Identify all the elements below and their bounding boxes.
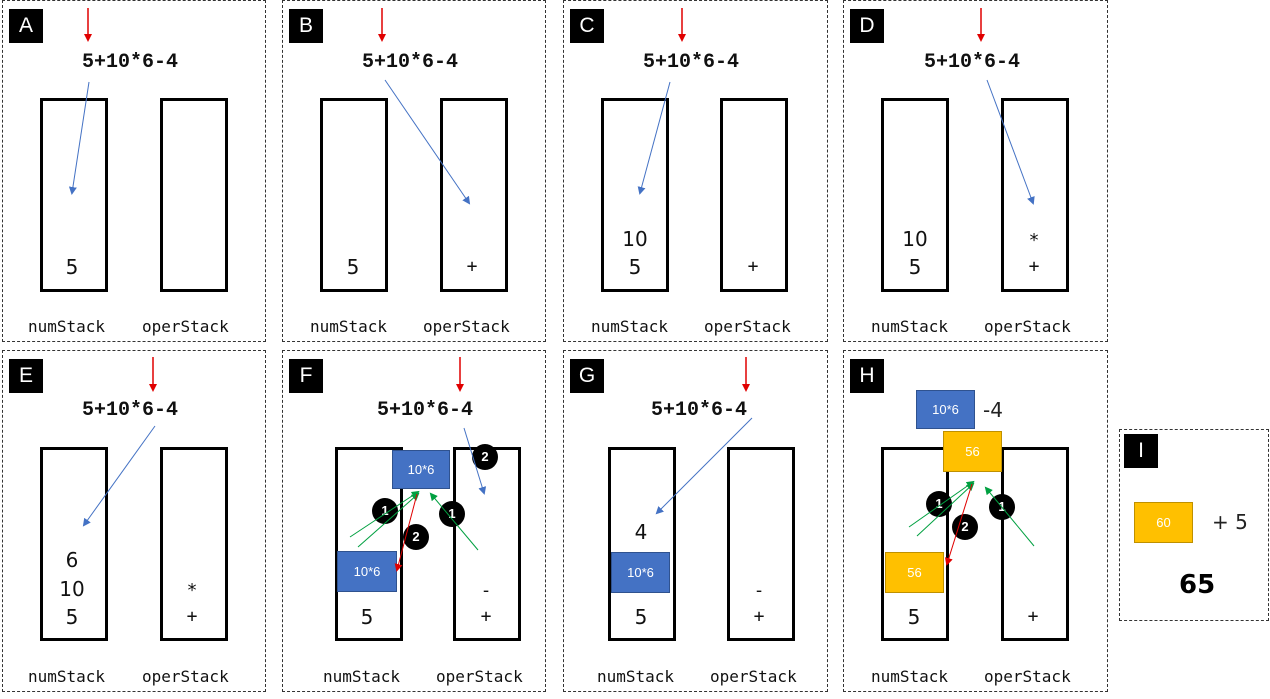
num-stack-label: numStack bbox=[591, 317, 669, 336]
expression: 5+10*6-4 bbox=[643, 51, 740, 74]
num-stack-label: numStack bbox=[310, 317, 388, 336]
step-1-badge: 1 bbox=[439, 501, 465, 527]
num-value: 5 bbox=[907, 605, 921, 629]
panel-i: I 60 + 5 65 bbox=[1119, 429, 1269, 621]
num-stack-label: numStack bbox=[28, 317, 106, 336]
step-2-badge: 2 bbox=[403, 524, 429, 550]
oper-value: + bbox=[466, 256, 478, 277]
oper-value: + bbox=[1028, 256, 1040, 277]
oper-stack-label: operStack bbox=[704, 317, 791, 336]
num-value: 10 bbox=[902, 227, 928, 251]
result-box-top: 56 bbox=[943, 431, 1002, 472]
oper-value: + bbox=[1027, 606, 1039, 627]
panel-e: E 5+10*6-4 6 10 5 * + numStack operStack bbox=[2, 350, 266, 692]
product-box-bottom: 10*6 bbox=[337, 551, 397, 592]
num-value: 5 bbox=[65, 255, 79, 279]
oper-stack-label: operStack bbox=[436, 667, 523, 686]
product-box-top: 10*6 bbox=[392, 450, 450, 489]
num-value: 10 bbox=[59, 577, 85, 601]
product-box-top: 10*6 bbox=[916, 390, 975, 429]
oper-value: + bbox=[480, 606, 492, 627]
step-1-badge: 1 bbox=[926, 491, 952, 517]
num-stack-label: numStack bbox=[871, 667, 949, 686]
oper-stack-label: operStack bbox=[423, 317, 510, 336]
panel-d: D 5+10*6-4 10 5 * + numStack operStack bbox=[843, 0, 1108, 342]
num-stack-box bbox=[608, 447, 676, 641]
addend: + 5 bbox=[1212, 510, 1248, 534]
oper-stack-label: operStack bbox=[142, 667, 229, 686]
oper-stack-box bbox=[727, 447, 795, 641]
panel-c: C 5+10*6-4 10 5 + numStack operStack bbox=[563, 0, 828, 342]
num-stack-label: numStack bbox=[871, 317, 949, 336]
num-value: 6 bbox=[65, 548, 79, 572]
step-2-badge: 2 bbox=[472, 444, 498, 470]
panel-tag: D bbox=[850, 9, 884, 43]
oper-value: - bbox=[753, 580, 765, 601]
oper-stack-label: operStack bbox=[142, 317, 229, 336]
expression: 5+10*6-4 bbox=[651, 399, 748, 422]
result-box-bottom: 56 bbox=[885, 552, 944, 593]
oper-stack-label: operStack bbox=[984, 317, 1071, 336]
result-box: 60 bbox=[1134, 502, 1193, 543]
panel-h: H 10*6 -4 56 56 5 + 1 2 1 numStack operS… bbox=[843, 350, 1108, 692]
oper-stack-label: operStack bbox=[710, 667, 797, 686]
num-stack-label: numStack bbox=[323, 667, 401, 686]
num-stack-label: numStack bbox=[28, 667, 106, 686]
num-value: 4 bbox=[634, 520, 648, 544]
panel-tag: G bbox=[570, 359, 604, 393]
num-stack-box bbox=[601, 98, 669, 292]
step-1-badge: 1 bbox=[989, 494, 1015, 520]
final-result: 65 bbox=[1179, 570, 1216, 600]
expression: 5+10*6-4 bbox=[924, 51, 1021, 74]
num-value: 5 bbox=[65, 605, 79, 629]
panel-tag: I bbox=[1124, 434, 1158, 468]
step-2-badge: 2 bbox=[952, 514, 978, 540]
num-value: 5 bbox=[360, 605, 374, 629]
panel-tag: B bbox=[289, 9, 323, 43]
oper-stack-label: operStack bbox=[984, 667, 1071, 686]
oper-stack-box bbox=[720, 98, 788, 292]
num-stack-box bbox=[40, 447, 108, 641]
num-stack-box bbox=[881, 98, 949, 292]
expression: 5+10*6-4 bbox=[362, 51, 459, 74]
num-value: 5 bbox=[634, 605, 648, 629]
num-stack-label: numStack bbox=[597, 667, 675, 686]
oper-stack-box bbox=[160, 447, 228, 641]
oper-value: + bbox=[747, 256, 759, 277]
oper-value: * bbox=[1028, 230, 1040, 251]
oper-value: - bbox=[480, 580, 492, 601]
num-value: 5 bbox=[628, 255, 642, 279]
num-value: 10 bbox=[622, 227, 648, 251]
expression: 5+10*6-4 bbox=[82, 51, 179, 74]
panel-a: A 5+10*6-4 5 numStack operStack bbox=[2, 0, 266, 342]
panel-tag: H bbox=[850, 359, 884, 393]
step-1-badge: 1 bbox=[372, 498, 398, 524]
panel-tag: F bbox=[289, 359, 323, 393]
oper-value: + bbox=[186, 606, 198, 627]
panel-g: G 5+10*6-4 4 10*6 5 - + numStack operSta… bbox=[563, 350, 828, 692]
panel-b: B 5+10*6-4 5 + numStack operStack bbox=[282, 0, 546, 342]
num-value: 5 bbox=[908, 255, 922, 279]
panel-tag: C bbox=[570, 9, 604, 43]
panel-tag: E bbox=[9, 359, 43, 393]
product-box: 10*6 bbox=[611, 552, 670, 593]
oper-value: + bbox=[753, 606, 765, 627]
oper-stack-box bbox=[160, 98, 228, 292]
panel-f: F 5+10*6-4 10*6 10*6 5 - + 1 2 1 2 numSt… bbox=[282, 350, 546, 692]
oper-value: * bbox=[186, 580, 198, 601]
remaining-expression: -4 bbox=[983, 398, 1003, 422]
expression: 5+10*6-4 bbox=[377, 399, 474, 422]
num-value: 5 bbox=[346, 255, 360, 279]
expression: 5+10*6-4 bbox=[82, 399, 179, 422]
panel-tag: A bbox=[9, 9, 43, 43]
